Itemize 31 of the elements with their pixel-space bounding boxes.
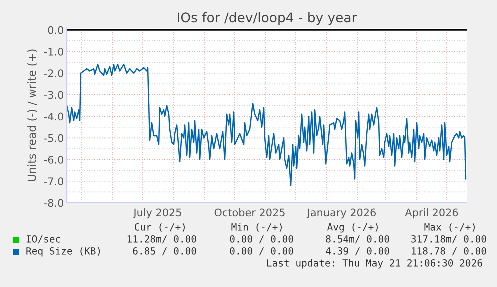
y-axis-title: Units read (-) / write (+): [28, 50, 38, 182]
y-tick-label: -3.0: [44, 91, 64, 100]
line-series: [67, 64, 467, 186]
text: 8.54m/ 0.00: [326, 235, 390, 244]
x-tick-label: July 2025: [133, 208, 182, 219]
text: 0.00 / 0.00: [230, 235, 294, 244]
legend-label: IO/sec: [26, 235, 60, 244]
text: Last update: Thu May 21 21:06:30 2026: [267, 259, 482, 269]
text: 317.18m/ 0.00: [412, 235, 486, 244]
text: 118.78 / 0.00: [412, 247, 486, 256]
text: Max (-/+): [424, 223, 475, 232]
legend-label: Req Size (KB): [26, 247, 100, 257]
y-tick-label: -2.0: [44, 70, 64, 78]
text: Cur (-/+): [134, 223, 185, 232]
text: 0.00 / 0.00: [230, 247, 294, 256]
y-tick-label: 0.0: [48, 26, 64, 34]
chart-title: IOs for /dev/loop4 - by year: [178, 12, 358, 26]
y-tick-label: -6.0: [44, 156, 64, 164]
x-tick-label: April 2026: [405, 208, 458, 219]
y-tick-label: -4.0: [44, 112, 64, 121]
y-tick-label: -1.0: [44, 48, 64, 56]
x-tick-label: October 2025: [214, 208, 285, 217]
y-tick-label: -5.0: [44, 134, 64, 142]
text: 11.28m/ 0.00: [128, 235, 196, 244]
y-tick-label: -7.0: [44, 178, 64, 186]
text: Min (-/+): [232, 223, 282, 232]
text: 4.39 / 0.00: [326, 247, 390, 256]
y-tick-label: -8.0: [44, 199, 64, 208]
text: 6.85 / 0.00: [133, 247, 196, 256]
text: Avg (-/+): [328, 223, 378, 233]
x-tick-label: January 2026: [306, 208, 376, 219]
